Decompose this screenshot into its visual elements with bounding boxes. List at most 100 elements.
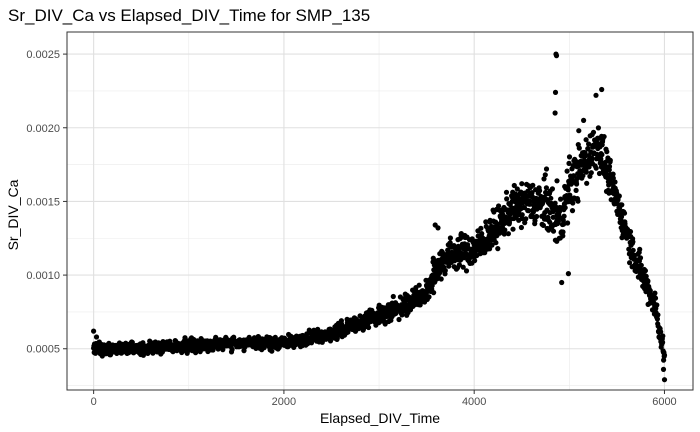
scatter-point <box>562 205 568 211</box>
scatter-point <box>447 240 453 246</box>
scatter-point <box>589 155 595 161</box>
scatter-point <box>553 53 560 59</box>
x-tick-label: 2000 <box>272 396 296 408</box>
scatter-point <box>601 134 607 140</box>
y-axis-label: Sr_DIV_Ca <box>5 179 21 251</box>
scatter-point <box>621 210 628 216</box>
scatter-point <box>483 219 489 225</box>
scatter-point <box>581 117 587 123</box>
scatter-point <box>530 209 537 215</box>
scatter-point <box>530 182 536 188</box>
scatter-point <box>550 228 557 234</box>
scatter-point <box>442 267 448 274</box>
scatter-point <box>652 295 659 301</box>
scatter-point <box>565 271 572 277</box>
scatter-point <box>509 198 515 204</box>
scatter-point <box>660 339 666 345</box>
scatter-point <box>495 246 501 252</box>
scatter-point <box>604 149 610 155</box>
scatter-point <box>560 229 566 235</box>
scatter-point <box>542 172 548 178</box>
scatter-point <box>586 141 592 147</box>
scatter-point <box>561 213 567 219</box>
scatter-point <box>487 246 493 252</box>
scatter-point <box>431 290 437 296</box>
scatter-point <box>502 227 508 233</box>
scatter-point <box>426 294 432 300</box>
scatter-point <box>642 268 649 274</box>
scatter-point <box>654 316 661 322</box>
scatter-point <box>534 213 540 220</box>
scatter-point <box>561 221 567 227</box>
scatter-point <box>598 156 604 162</box>
scatter-point <box>269 348 275 354</box>
scatter-point <box>478 225 484 231</box>
scatter-point <box>599 152 605 158</box>
scatter-point <box>540 222 547 228</box>
scatter-point <box>472 258 478 264</box>
scatter-point <box>570 200 576 206</box>
scatter-point <box>560 233 566 239</box>
scatter-point <box>661 377 668 383</box>
scatter-point <box>595 125 602 131</box>
scatter-point <box>645 278 651 284</box>
scatter-point <box>272 334 278 340</box>
scatter-point <box>643 273 649 279</box>
scatter-point <box>576 128 582 134</box>
scatter-point <box>573 187 579 193</box>
scatter-point <box>496 203 502 209</box>
scatter-point <box>334 335 340 341</box>
scatter-point <box>637 255 644 261</box>
scatter-point <box>593 92 599 98</box>
scatter-point <box>460 264 466 270</box>
scatter-point <box>543 185 550 191</box>
scatter-point <box>559 279 565 286</box>
scatter-point <box>550 214 556 220</box>
scatter-point <box>599 86 605 93</box>
scatter-point <box>618 214 625 220</box>
scatter-point <box>583 137 589 143</box>
scatter-point <box>616 193 622 199</box>
scatter-point <box>220 347 226 353</box>
scatter-point <box>554 178 560 184</box>
scatter-point <box>658 329 664 335</box>
scatter-point <box>588 170 594 176</box>
scatter-point <box>564 168 570 174</box>
data-points <box>91 51 668 383</box>
scatter-point <box>519 215 525 222</box>
scatter-point <box>655 312 661 318</box>
scatter-point <box>547 219 553 225</box>
scatter-point <box>510 226 516 232</box>
y-tick-label: 0.0015 <box>26 196 60 208</box>
scatter-point <box>501 231 507 237</box>
scatter-point <box>530 214 536 220</box>
scatter-point <box>576 145 582 151</box>
scatter-point <box>552 110 558 116</box>
scatter-point <box>396 316 402 323</box>
x-tick-label: 4000 <box>462 396 486 408</box>
scatter-point <box>638 262 644 268</box>
x-axis-label: Elapsed_DIV_Time <box>319 410 441 426</box>
scatter-point <box>607 157 613 163</box>
scatter-point <box>560 217 566 223</box>
scatter-point <box>446 263 452 269</box>
scatter-point <box>463 268 470 274</box>
scatter-point <box>532 218 538 224</box>
scatter-point <box>511 182 517 189</box>
scatter-point <box>627 260 633 266</box>
plot-border <box>66 31 694 391</box>
scatter-point <box>518 224 525 231</box>
y-tick-label: 0.0010 <box>26 270 60 282</box>
scatter-point <box>505 231 511 237</box>
scatter-point <box>583 169 590 175</box>
scatter-point <box>390 293 396 300</box>
scatter-point <box>537 188 543 194</box>
scatter-point <box>435 225 441 231</box>
scatter-point <box>541 176 547 182</box>
scatter-point <box>366 324 372 331</box>
scatter-point <box>575 198 581 204</box>
scatter-point <box>569 208 576 214</box>
scatter-point <box>438 276 444 282</box>
scatter-point <box>552 89 559 95</box>
